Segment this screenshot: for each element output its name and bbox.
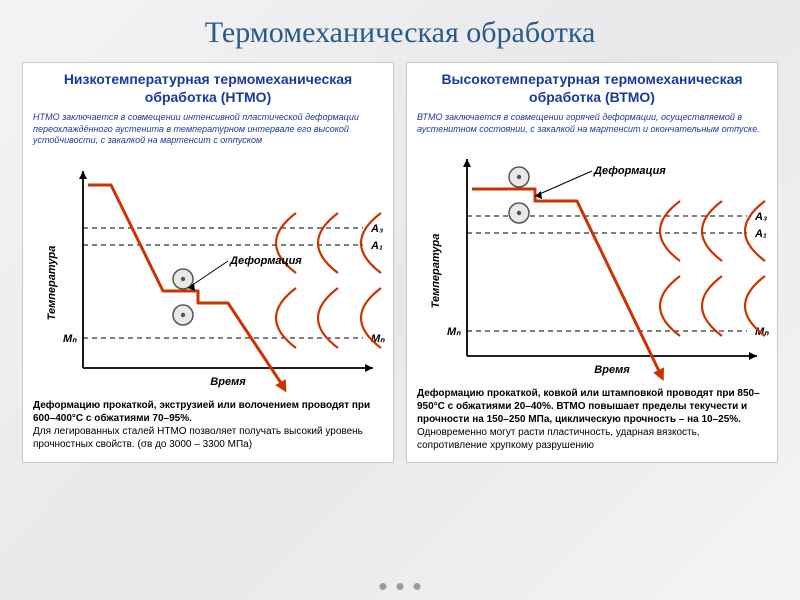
svg-text:Температура: Температура	[46, 246, 58, 321]
svg-text:Mₙ: Mₙ	[371, 333, 385, 345]
svg-text:Температура: Температура	[430, 234, 442, 309]
panel-vtmo: Высокотемпературная термомеханическая об…	[406, 62, 778, 463]
dot-icon	[397, 583, 404, 590]
panel-ntmo-caption: Деформацию прокаткой, экструзией или вол…	[33, 399, 383, 451]
svg-text:A₁: A₁	[370, 240, 383, 252]
dot-icon	[380, 583, 387, 590]
caption-ntmo-2: Для легированных сталей НТМО позволяет п…	[33, 426, 363, 450]
svg-text:Mₙ: Mₙ	[63, 333, 77, 345]
panel-ntmo-desc: НТМО заключается в совмещении интенсивно…	[33, 112, 383, 147]
svg-text:Деформация: Деформация	[593, 165, 666, 177]
panels-row: Низкотемпературная термомеханическая обр…	[18, 62, 782, 463]
dot-icon	[414, 583, 421, 590]
page-title: Термомеханическая обработка	[18, 16, 782, 50]
caption-vtmo-2: Одновременно могут расти пластичность, у…	[417, 427, 700, 451]
panel-ntmo-title: Низкотемпературная термомеханическая обр…	[33, 71, 383, 106]
svg-text:A₁: A₁	[754, 228, 767, 240]
pagination-dots	[380, 583, 421, 590]
svg-text:Mₙ: Mₙ	[447, 326, 461, 338]
caption-ntmo-1: Деформацию прокаткой, экструзией или вол…	[33, 400, 370, 424]
chart-vtmo: ТемператураВремяA₃A₁MₙДеформацияMₙ	[417, 141, 767, 381]
svg-text:A₃: A₃	[370, 223, 383, 235]
svg-text:Деформация: Деформация	[229, 255, 302, 267]
panel-vtmo-caption: Деформацию прокаткой, ковкой или штампов…	[417, 387, 767, 452]
svg-text:A₃: A₃	[754, 211, 767, 223]
panel-vtmo-title: Высокотемпературная термомеханическая об…	[417, 71, 767, 106]
panel-vtmo-desc: ВТМО заключается в совмещении горячей де…	[417, 112, 767, 135]
svg-text:Время: Время	[594, 364, 630, 376]
caption-vtmo-1: Деформацию прокаткой, ковкой или штампов…	[417, 388, 760, 425]
panel-ntmo: Низкотемпературная термомеханическая обр…	[22, 62, 394, 463]
chart-ntmo: Температура Время A₃ A₁ Mₙ Деформация Mₙ	[33, 153, 383, 393]
svg-text:Время: Время	[210, 376, 246, 388]
